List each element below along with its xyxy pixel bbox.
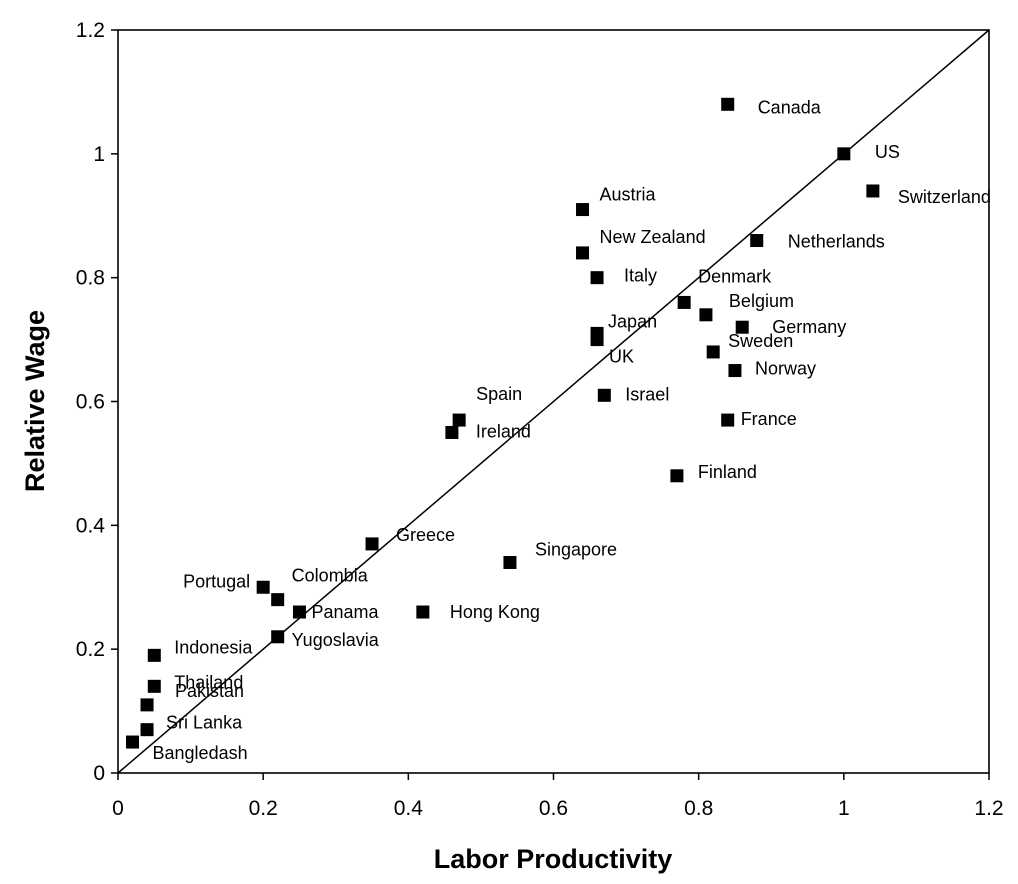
data-point-marker [750,234,764,248]
reference-diagonal-line [117,29,990,774]
x-tick-label: 0 [112,797,124,820]
data-point-marker [590,271,604,285]
data-point-label: Switzerland [898,187,991,207]
data-point-label: Italy [624,266,657,286]
data-point-label: Belgium [729,291,794,311]
data-point-marker [140,698,154,712]
x-axis-title: Labor Productivity [434,844,673,874]
data-point-marker [256,580,270,594]
data-point-label: Japan [608,311,657,331]
data-point-label: Netherlands [788,232,885,252]
data-point-label: Sri Lanka [166,713,243,733]
y-tick-label: 0.4 [76,514,106,537]
x-tick-label: 0.6 [539,797,568,820]
x-tick-label: 1 [838,797,850,820]
data-point-marker [271,630,285,644]
data-point-marker [590,333,604,347]
data-point-label: Austria [600,185,657,205]
x-tick-label: 0.2 [249,797,278,820]
data-point-label: Bangledash [153,743,248,763]
data-point-label: Ireland [476,421,531,441]
data-point-marker [735,320,749,334]
data-point-label: Yugoslavia [292,630,380,650]
data-point-marker [576,203,590,217]
y-tick-label: 0 [93,762,105,785]
data-point-marker [147,679,161,693]
data-point-marker [597,388,611,402]
data-point-label: UK [609,347,634,367]
data-point-label: Canada [758,97,822,117]
data-point-label: US [875,142,900,162]
data-point-marker [670,469,684,483]
data-point-marker [721,413,735,427]
data-point-label: Norway [755,359,816,379]
data-point-label: Greece [396,525,455,545]
data-point-marker [503,555,517,569]
data-point-marker [677,295,691,309]
data-point-marker [699,308,713,322]
data-point-label: Sweden [728,331,793,351]
y-tick-label: 0.2 [76,638,105,661]
data-point-marker [866,184,880,198]
data-point-label: New Zealand [600,227,706,247]
data-point-marker [837,147,851,161]
data-point-label: Finland [698,462,757,482]
data-point-label: Panama [311,602,379,622]
data-point-marker [416,605,430,619]
data-point-marker [445,425,459,439]
x-tick-label: 0.8 [684,797,713,820]
data-point-marker [292,605,306,619]
data-point-label: Spain [476,384,522,404]
data-point-label: Portugal [183,571,250,591]
data-point-label: Israel [625,384,669,404]
data-point-marker [452,413,466,427]
y-axis: 0 0.2 0.4 0.6 0.8 1 1.2 [76,19,118,785]
data-point-label: Singapore [535,539,617,559]
data-point-marker [140,723,154,737]
data-point-marker [126,735,140,749]
data-point-marker [728,364,742,378]
data-point-label: Pakistan [175,681,244,701]
x-tick-label: 0.4 [394,797,424,820]
data-point-label: France [741,409,797,429]
data-point-label: Denmark [698,266,772,286]
data-point-label: Indonesia [174,637,253,657]
data-point-marker [365,537,379,551]
data-point-marker [706,345,720,359]
x-axis: 0 0.2 0.4 0.6 0.8 1 1.2 [112,773,1004,820]
data-point-label: Hong Kong [450,602,540,622]
y-tick-label: 0.6 [76,391,105,414]
y-axis-title: Relative Wage [20,310,50,492]
data-point-label: Germany [772,317,846,337]
data-points [126,97,880,749]
data-point-label: Colombia [292,566,369,586]
data-point-marker [576,246,590,260]
y-tick-label: 1.2 [76,19,105,42]
x-tick-label: 1.2 [974,797,1003,820]
y-tick-label: 0.8 [76,267,105,290]
point-labels: Canada US Switzerland Austria New Zealand Net… [153,97,991,763]
y-tick-label: 1 [93,143,105,166]
data-point-marker [721,97,735,111]
data-point-marker [147,648,161,662]
data-point-label: Thailand [174,672,243,692]
data-point-marker [271,593,285,607]
